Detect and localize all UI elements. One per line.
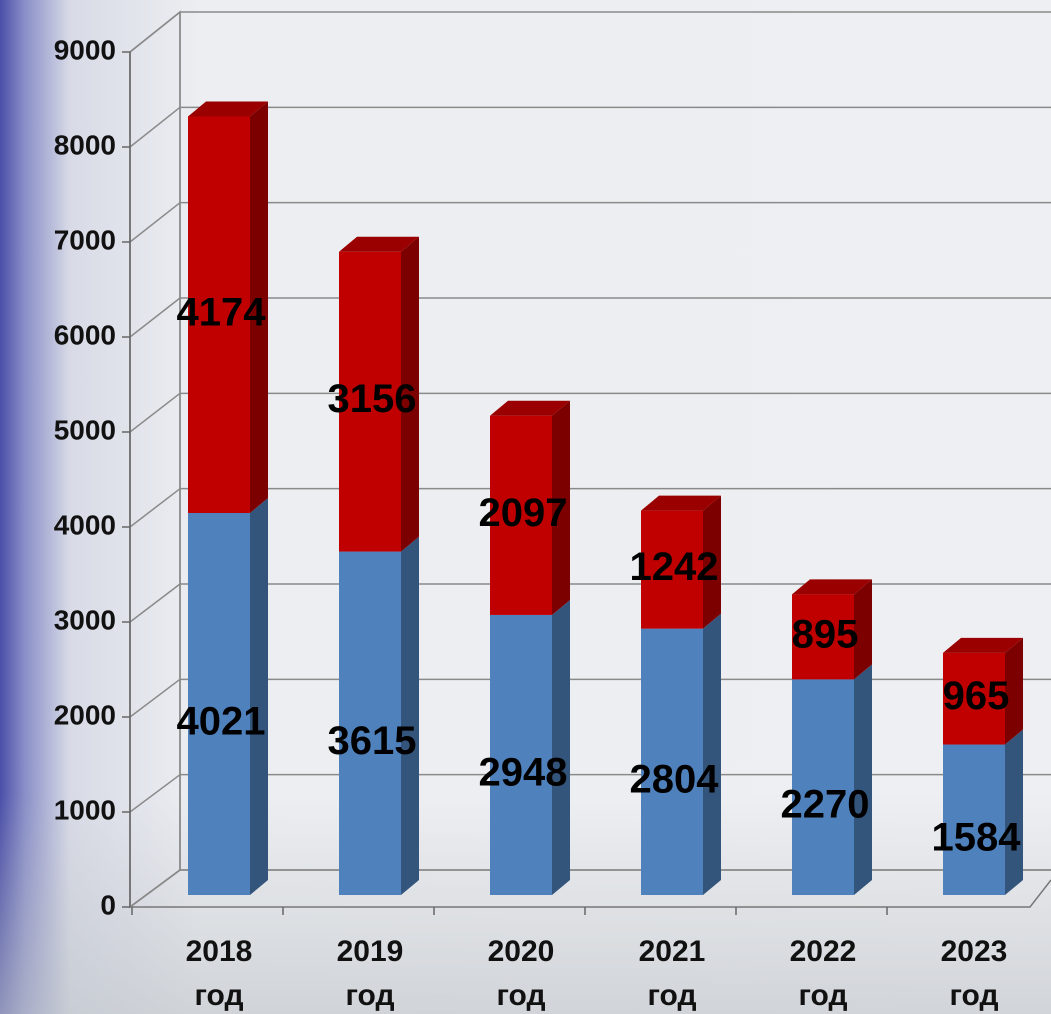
grid-line-side [129, 202, 181, 243]
bar-front [641, 510, 703, 629]
bar-top [641, 495, 721, 511]
value-label: 1242 [630, 545, 719, 589]
bar-side [703, 613, 721, 895]
bar-side [401, 236, 419, 552]
side-wall [129, 10, 181, 909]
bar-front [792, 594, 854, 680]
value-label: 2948 [479, 751, 568, 795]
value-label: 2804 [630, 757, 720, 801]
bar-front [339, 551, 401, 895]
y-tick-label: 5000 [54, 414, 116, 445]
bar-top [490, 400, 570, 416]
bar-side [1005, 637, 1023, 745]
value-label: 965 [943, 674, 1010, 718]
value-label: 1584 [932, 815, 1022, 859]
grid-line-side [129, 583, 181, 623]
bar-side [703, 495, 721, 629]
y-tick-label: 1000 [54, 794, 116, 825]
bar-front [943, 744, 1005, 895]
grid-line-side [129, 488, 181, 528]
grid-line-side [129, 869, 181, 908]
bar-side [250, 498, 268, 895]
value-label: 3615 [328, 719, 417, 763]
x-tick-label: 2021 год [638, 935, 706, 1012]
bar-side [1005, 729, 1023, 895]
bar-side [250, 101, 268, 514]
bar-side [552, 599, 570, 895]
bar-top [943, 637, 1023, 653]
bar-side [854, 579, 872, 680]
bar-top [792, 579, 872, 595]
grid-line-side [129, 392, 181, 433]
value-label: 3156 [328, 377, 417, 421]
y-tick-label: 2000 [54, 699, 116, 730]
value-label: 2097 [479, 491, 568, 535]
bar-front [641, 628, 703, 895]
y-tick-label: 6000 [54, 319, 116, 350]
x-tick-label: 2019 год [336, 935, 404, 1012]
x-tick-label: 2018 год [185, 935, 253, 1012]
y-tick-label: 4000 [54, 509, 116, 540]
x-tick-label: 2022 год [789, 935, 857, 1012]
value-label: 4021 [177, 700, 266, 744]
y-tick-label: 3000 [54, 604, 116, 635]
bar-front [792, 679, 854, 895]
y-tick-label: 7000 [54, 224, 116, 255]
bar-top [188, 101, 268, 117]
x-tick-label: 2023 год [940, 935, 1008, 1012]
grid-line-side [129, 106, 181, 148]
value-label: 4174 [177, 290, 267, 334]
bar-front [339, 251, 401, 552]
y-tick-label: 8000 [54, 129, 116, 160]
value-label: 895 [792, 612, 859, 656]
bar-front [188, 513, 250, 895]
x-tick-label: 2020 год [487, 935, 555, 1012]
grid-line-side [129, 11, 181, 53]
bar-front [490, 614, 552, 895]
bar-front [188, 116, 250, 514]
floor [129, 869, 1051, 908]
bar-front [943, 652, 1005, 745]
bar-side [854, 664, 872, 895]
bar-front [490, 415, 552, 615]
bar-top [339, 236, 419, 252]
grid-line-side [129, 774, 181, 813]
bar-side [552, 400, 570, 615]
grid-line-side [129, 297, 181, 338]
bar-side [401, 536, 419, 895]
grid-line-side [129, 678, 181, 718]
y-tick-label: 9000 [54, 34, 116, 65]
y-tick-label: 0 [100, 889, 116, 920]
value-label: 2270 [781, 783, 870, 827]
